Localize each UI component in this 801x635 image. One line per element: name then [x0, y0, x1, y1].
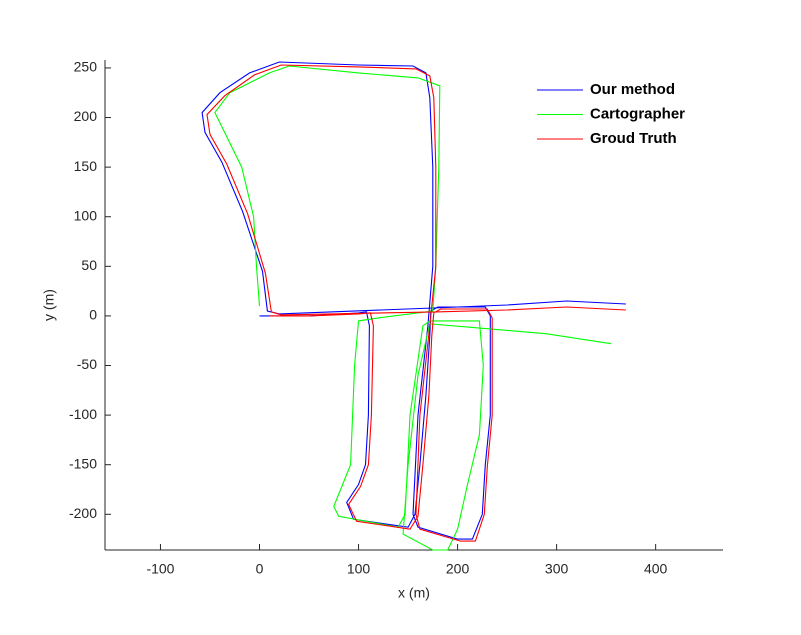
y-axis-label: y (m) — [41, 289, 57, 321]
x-tick-label: -100 — [146, 561, 174, 577]
y-tick-label: -150 — [69, 455, 97, 471]
y-tick-label: 0 — [89, 307, 97, 323]
trajectory — [214, 65, 612, 551]
y-tick-label: 200 — [74, 108, 98, 124]
trajectory — [201, 61, 626, 540]
x-axis-label: x (m) — [398, 585, 430, 601]
y-tick-label: -200 — [69, 505, 97, 521]
x-tick-label: 0 — [256, 561, 264, 577]
y-tick-label: 50 — [81, 257, 97, 273]
x-tick-label: 400 — [644, 561, 668, 577]
x-tick-label: 100 — [347, 561, 371, 577]
trajectory — [206, 64, 626, 542]
y-tick-label: -50 — [77, 356, 97, 372]
y-tick-label: 150 — [74, 158, 98, 174]
y-tick-label: 100 — [74, 207, 98, 223]
y-tick-label: -100 — [69, 406, 97, 422]
legend-label: Groud Truth — [590, 130, 677, 147]
x-tick-label: 200 — [446, 561, 470, 577]
x-tick-label: 300 — [545, 561, 569, 577]
y-tick-label: 250 — [74, 59, 98, 75]
legend-label: Cartographer — [590, 105, 685, 122]
plot-area — [105, 60, 723, 550]
legend-label: Our method — [590, 81, 675, 98]
